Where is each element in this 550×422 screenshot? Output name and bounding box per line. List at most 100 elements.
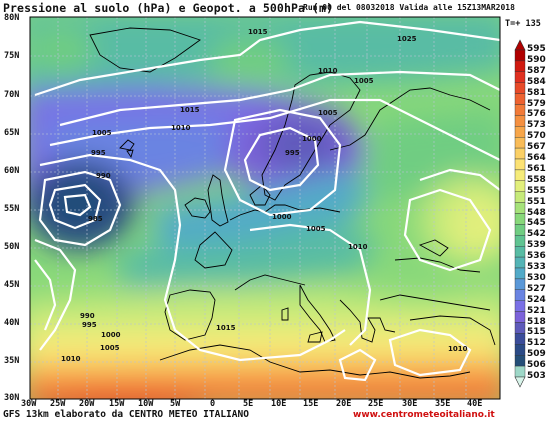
legend-swatch bbox=[514, 256, 526, 269]
legend-value-label: 555 bbox=[527, 185, 546, 196]
legend-value-label: 579 bbox=[527, 98, 546, 109]
legend-value-label: 527 bbox=[527, 283, 546, 294]
legend-value-label: 581 bbox=[527, 87, 546, 98]
legend-value-label: 570 bbox=[527, 131, 546, 142]
legend-arrow-top bbox=[514, 39, 526, 51]
legend-swatch bbox=[514, 71, 526, 83]
isobar-label: 1015 bbox=[248, 28, 268, 36]
lon-label-30w: 30W bbox=[21, 399, 37, 409]
lat-label-50n: 50N bbox=[4, 242, 20, 252]
run-info: Run 00 del 08032018 Valida alle 15Z13MAR… bbox=[303, 3, 515, 12]
map-frame bbox=[29, 16, 501, 400]
isobar-label: 1005 bbox=[306, 225, 326, 233]
coastlines bbox=[89, 27, 496, 379]
legend-value-label: 524 bbox=[527, 294, 546, 305]
legend-swatch bbox=[514, 278, 526, 290]
legend-swatch bbox=[514, 267, 526, 280]
lon-label-25w: 25W bbox=[50, 399, 66, 409]
isobar-label: 995 bbox=[91, 149, 106, 157]
lon-label-10e: 10E bbox=[271, 399, 287, 409]
isobar-label: 985 bbox=[88, 215, 103, 223]
lat-label-30n: 30N bbox=[4, 393, 20, 403]
color-legend bbox=[514, 39, 526, 388]
legend-value-label: 536 bbox=[527, 251, 546, 262]
legend-value-label: 551 bbox=[527, 196, 546, 207]
legend-swatch bbox=[514, 355, 526, 367]
isobar-label: 1010 bbox=[348, 243, 368, 251]
isobar-label: 1015 bbox=[216, 324, 236, 332]
legend-value-label: 587 bbox=[527, 65, 546, 76]
isobar-label: 995 bbox=[82, 321, 97, 329]
legend-swatch bbox=[514, 235, 526, 247]
legend-swatch bbox=[514, 104, 526, 116]
legend-value-label: 558 bbox=[527, 174, 546, 185]
isobar-label: 1005 bbox=[92, 129, 112, 137]
lat-label-80n: 80N bbox=[4, 13, 20, 23]
lat-label-60n: 60N bbox=[4, 166, 20, 176]
isobar-label: 1005 bbox=[354, 77, 374, 85]
lon-label-25e: 25E bbox=[368, 399, 384, 409]
footer-website-link[interactable]: www.centrometeoitaliano.it bbox=[353, 410, 495, 420]
legend-swatch bbox=[514, 202, 526, 214]
map-title: Pressione al suolo (hPa) e Geopot. a 500… bbox=[3, 1, 334, 15]
legend-swatch bbox=[514, 147, 526, 160]
legend-value-label: 595 bbox=[527, 44, 546, 54]
legend-swatch bbox=[514, 289, 526, 301]
lat-label-65n: 65N bbox=[4, 128, 20, 138]
isobar-label: 1005 bbox=[318, 109, 338, 117]
legend-value-label: 542 bbox=[527, 229, 546, 240]
legend-value-label: 573 bbox=[527, 120, 546, 131]
isobar-label: 1000 bbox=[101, 331, 121, 339]
lon-label-15w: 15W bbox=[109, 399, 125, 409]
legend-value-label: 548 bbox=[527, 207, 546, 218]
legend-value-label: 567 bbox=[527, 142, 546, 153]
lat-label-40n: 40N bbox=[4, 318, 20, 328]
legend-swatch bbox=[514, 93, 526, 105]
lon-label-0: 0 bbox=[210, 399, 216, 409]
lon-label-35e: 35E bbox=[435, 399, 451, 409]
legend-value-label: 518 bbox=[527, 316, 546, 327]
legend-value-label: 533 bbox=[527, 262, 546, 272]
legend-value-label: 545 bbox=[527, 218, 546, 229]
legend-value-label: 515 bbox=[527, 327, 546, 338]
geopotential-field: 1015102510101005101510101005100510009959… bbox=[30, 17, 500, 399]
lon-label-5e: 5E bbox=[243, 399, 254, 409]
forecast-hour: T=+ 135 bbox=[505, 19, 541, 29]
legend-swatch bbox=[514, 311, 526, 323]
legend-value-label: 512 bbox=[527, 338, 546, 349]
lat-label-45n: 45N bbox=[4, 280, 20, 290]
legend-swatch bbox=[514, 365, 526, 378]
legend-value-label: 564 bbox=[527, 153, 546, 163]
isobar-label: 995 bbox=[285, 149, 300, 157]
lat-label-35n: 35N bbox=[4, 356, 20, 366]
legend-value-label: 561 bbox=[527, 163, 546, 174]
legend-value-label: 584 bbox=[527, 76, 546, 87]
legend-swatch bbox=[514, 333, 526, 345]
legend-swatch bbox=[514, 136, 526, 149]
legend-value-label: 576 bbox=[527, 109, 546, 120]
isobar-label: 1025 bbox=[397, 35, 417, 43]
legend-swatch bbox=[514, 60, 526, 73]
lat-label-55n: 55N bbox=[4, 204, 20, 214]
lon-label-15e: 15E bbox=[303, 399, 319, 409]
legend-swatch bbox=[514, 344, 526, 356]
legend-swatch bbox=[514, 224, 526, 236]
lon-label-20e: 20E bbox=[336, 399, 352, 409]
legend-swatch bbox=[514, 82, 526, 94]
lon-label-30e: 30E bbox=[402, 399, 418, 409]
lat-label-75n: 75N bbox=[4, 51, 20, 61]
isobar-label: 1000 bbox=[302, 135, 322, 143]
isobars bbox=[34, 20, 500, 382]
legend-swatch bbox=[514, 49, 526, 62]
legend-value-label: 521 bbox=[527, 305, 546, 316]
lon-label-20w: 20W bbox=[79, 399, 95, 409]
legend-value-label: 506 bbox=[527, 360, 546, 371]
legend-arrow-bottom bbox=[514, 376, 526, 388]
lat-label-70n: 70N bbox=[4, 90, 20, 100]
isobar-label: 1015 bbox=[180, 106, 200, 114]
legend-value-label: 509 bbox=[527, 349, 546, 360]
isobar-label: 1005 bbox=[100, 344, 120, 352]
legend-value-label: 539 bbox=[527, 240, 546, 251]
legend-value-label: 530 bbox=[527, 272, 546, 283]
isobar-label: 1010 bbox=[448, 345, 468, 353]
